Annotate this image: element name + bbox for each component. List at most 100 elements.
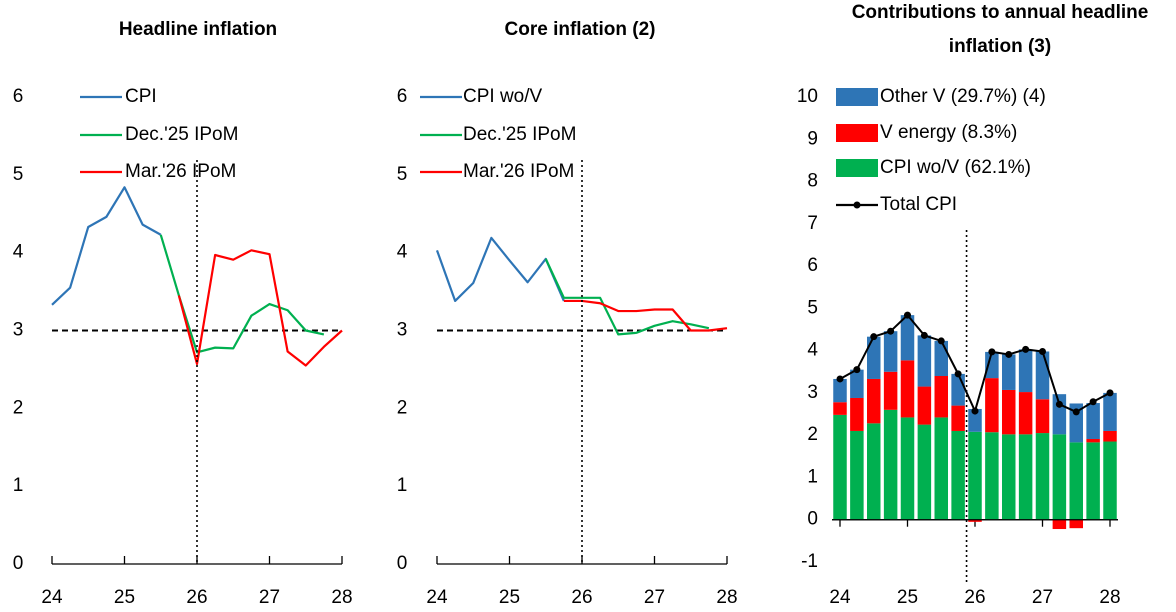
bar-segment — [867, 423, 881, 520]
bar-segment — [1103, 441, 1117, 520]
total-marker — [1005, 350, 1013, 358]
bar-segment — [1086, 442, 1100, 520]
y-tick-label: 6 — [13, 86, 24, 107]
legend-swatch — [836, 159, 878, 177]
x-tick-label: 24 — [829, 587, 851, 608]
bar-segment — [951, 430, 965, 520]
bar-segment — [985, 378, 999, 433]
legend-label: Total CPI — [880, 194, 957, 215]
bar-segment — [1035, 351, 1050, 400]
total-marker — [836, 375, 844, 383]
x-tick-label: 24 — [426, 587, 448, 608]
legend-label: CPI — [125, 86, 157, 107]
y-tick-label: 0 — [397, 553, 408, 574]
legend-label: Mar.'26 IPoM — [463, 161, 574, 182]
bar-segment — [1002, 434, 1016, 520]
total-marker — [1039, 347, 1046, 355]
bar-segment — [968, 431, 982, 520]
bar-segment — [900, 417, 915, 520]
y-tick-label: 8 — [807, 171, 818, 192]
bar-segment — [1052, 394, 1067, 435]
bar-segment — [1086, 403, 1100, 439]
y-tick-label: 4 — [397, 242, 408, 263]
bar-segment — [883, 409, 898, 520]
legend-label: CPI wo/V (62.1%) — [880, 157, 1031, 178]
total-marker — [1055, 400, 1063, 408]
x-tick-label: 28 — [331, 587, 352, 608]
total-marker — [971, 407, 979, 415]
y-tick-label: 2 — [807, 424, 818, 445]
bar-segment — [1018, 434, 1033, 520]
legend-swatch — [836, 124, 878, 142]
y-tick-label: 6 — [397, 86, 408, 107]
bar-segment — [850, 430, 864, 520]
bar-segment — [833, 414, 847, 520]
total-marker — [1106, 389, 1114, 397]
y-tick-label: 4 — [13, 242, 24, 263]
bar-segment — [985, 351, 999, 379]
bar-segment — [951, 405, 965, 431]
bar-segment — [867, 336, 881, 379]
y-tick-label: 4 — [807, 340, 818, 361]
bar-segment — [951, 373, 965, 406]
x-tick-label: 25 — [114, 587, 135, 608]
y-tick-label: 9 — [807, 128, 818, 149]
total-marker — [1022, 345, 1030, 353]
legend-label: V energy (8.3%) — [880, 122, 1017, 143]
x-tick-label: 25 — [499, 587, 520, 608]
total-marker — [937, 337, 945, 345]
bar-segment — [1035, 433, 1050, 520]
bar-segment — [883, 331, 898, 372]
bar-segment — [968, 408, 982, 432]
bar-segment — [850, 397, 864, 431]
bar-segment — [1018, 349, 1033, 393]
bar-segment — [917, 386, 932, 425]
bar-segment — [850, 369, 864, 398]
legend-label: Mar.'26 IPoM — [125, 161, 236, 182]
x-tick-label: 26 — [571, 587, 592, 608]
bar-segment — [1002, 389, 1016, 435]
y-tick-label: 5 — [807, 297, 818, 318]
bar-segment — [1069, 403, 1083, 443]
series-line — [435, 236, 565, 303]
total-marker — [920, 331, 928, 339]
series-line — [177, 249, 343, 367]
series-line — [563, 299, 728, 332]
bar-segment — [1052, 434, 1067, 520]
legend-marker — [853, 201, 861, 209]
bar-segment — [900, 315, 915, 361]
series-line — [159, 234, 325, 354]
bar-segment — [1018, 392, 1033, 435]
y-tick-label: 0 — [13, 553, 24, 574]
total-marker — [1089, 398, 1097, 406]
bar-segment — [1103, 430, 1117, 442]
x-tick-label: 27 — [259, 587, 280, 608]
y-tick-label: 1 — [807, 466, 818, 487]
y-tick-label: -1 — [801, 551, 818, 572]
bar-segment — [917, 424, 932, 520]
x-tick-label: 28 — [716, 587, 737, 608]
bar-segment — [883, 371, 898, 410]
chart-title: Contributions to annual headline inflati… — [851, 2, 1149, 57]
bar-segment — [900, 360, 915, 418]
bar-segment — [917, 335, 932, 387]
y-tick-label: 2 — [13, 397, 24, 418]
legend-label: CPI wo/V — [463, 86, 543, 107]
series-line — [51, 186, 162, 306]
bar-segment — [1069, 442, 1083, 520]
bar-segment — [934, 376, 948, 418]
y-tick-label: 6 — [807, 255, 818, 276]
legend-label: Other V (29.7%) (4) — [880, 86, 1046, 107]
chart-title: Headline inflation — [118, 19, 278, 40]
total-marker — [904, 311, 911, 319]
bar-segment — [934, 340, 948, 376]
total-marker — [988, 348, 996, 356]
x-tick-label: 27 — [1032, 587, 1053, 608]
x-tick-label: 24 — [41, 587, 63, 608]
series-line — [544, 258, 710, 336]
legend-swatch — [836, 88, 878, 106]
x-tick-label: 28 — [1099, 587, 1120, 608]
bar-segment — [1052, 519, 1067, 530]
